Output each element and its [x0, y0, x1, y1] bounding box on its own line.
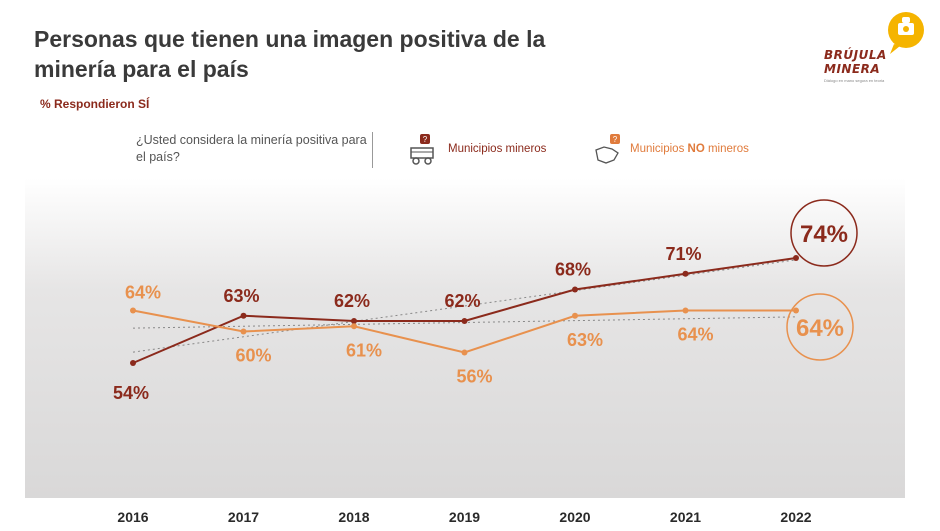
data-label-mining-2016: 54%	[113, 383, 149, 403]
data-point-nonmining-2016	[130, 307, 136, 314]
data-point-mining-2019	[461, 318, 468, 324]
data-point-mining-2017	[240, 312, 247, 319]
data-label-mining-2019: 62%	[444, 291, 480, 311]
data-point-mining-2021	[682, 270, 689, 277]
data-point-mining-2016	[130, 360, 136, 366]
mining-truck-icon: ?	[410, 134, 434, 165]
chart-title: Personas que tienen una imagen positiva …	[34, 26, 546, 82]
map-region-icon: ?	[595, 134, 620, 164]
data-label-mining-2018: 62%	[334, 291, 370, 311]
data-point-nonmining-2021	[682, 307, 689, 314]
highlight-circle-mining	[790, 199, 858, 267]
svg-text:?: ?	[423, 135, 428, 144]
legend-nonmining-label: Municipios NO mineros	[630, 143, 749, 155]
data-label-nonmining-2021: 64%	[677, 325, 713, 345]
plot-background	[25, 178, 905, 498]
legend-nonmining-prefix: Municipios	[630, 143, 688, 155]
data-point-mining-2018	[351, 318, 357, 324]
legend-nonmining-suffix: mineros	[704, 143, 749, 155]
legend-nonmining-emphasis: NO	[687, 143, 705, 155]
legend: ¿Usted considera la minería positiva par…	[114, 124, 796, 174]
data-label-nonmining-2022: 64%	[796, 315, 844, 342]
x-tick-label-2018: 2018	[338, 509, 369, 525]
logo-text-line1: BRÚJULA	[824, 48, 887, 62]
chart-subtitle: % Respondieron SÍ	[40, 97, 150, 111]
x-tick-label-2017: 2017	[228, 509, 259, 525]
data-label-nonmining-2018: 61%	[346, 340, 382, 360]
data-label-nonmining-2017: 60%	[235, 346, 271, 366]
compass-icon	[888, 12, 924, 54]
data-label-nonmining-2016: 64%	[125, 283, 161, 303]
data-label-nonmining-2019: 56%	[456, 367, 492, 387]
x-tick-label-2020: 2020	[559, 509, 590, 525]
x-tick-label-2022: 2022	[780, 509, 811, 525]
data-point-mining-2020	[572, 286, 578, 293]
x-tick-label-2016: 2016	[117, 509, 148, 525]
data-label-mining-2022: 74%	[800, 221, 848, 248]
data-label-mining-2021: 71%	[665, 244, 701, 264]
data-point-nonmining-2022	[793, 307, 799, 314]
trendline-mining	[132, 259, 797, 353]
brujula-minera-logo: BRÚJULA MINERA Diálogo en mano segura en…	[810, 8, 930, 88]
legend-divider	[372, 132, 373, 168]
x-tick-label-2021: 2021	[670, 509, 701, 525]
data-point-nonmining-2020	[572, 312, 578, 319]
highlight-circle-nonmining	[786, 293, 854, 361]
legend-mining-label: Municipios mineros	[448, 143, 547, 155]
data-point-nonmining-2017	[240, 328, 247, 335]
legend-question: ¿Usted considera la minería positiva par…	[136, 133, 367, 164]
data-label-nonmining-2020: 63%	[567, 330, 603, 350]
logo-tagline: Diálogo en mano segura en teoria	[824, 78, 885, 83]
data-point-nonmining-2019	[461, 349, 468, 356]
x-tick-label-2019: 2019	[449, 509, 480, 525]
svg-text:?: ?	[613, 135, 618, 144]
logo-text-line2: MINERA	[824, 62, 881, 76]
data-point-nonmining-2018	[351, 323, 357, 330]
data-label-mining-2017: 63%	[223, 286, 259, 306]
data-point-mining-2022	[793, 255, 799, 261]
data-label-mining-2020: 68%	[555, 260, 591, 280]
